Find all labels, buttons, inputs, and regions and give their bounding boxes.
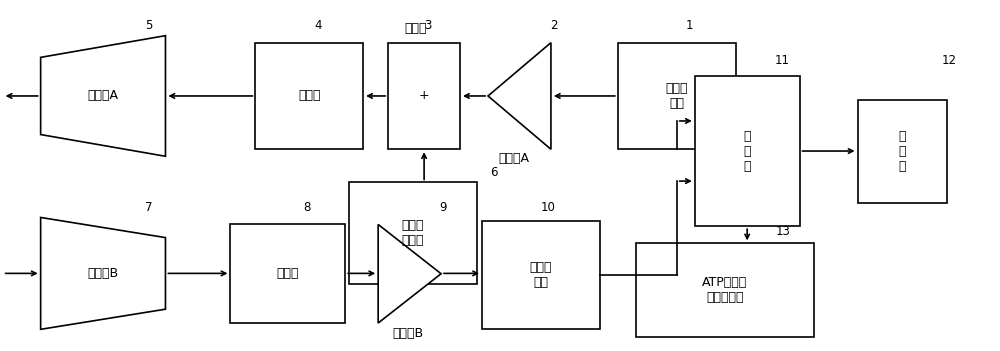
Text: 望远镜A: 望远镜A (88, 90, 119, 102)
Bar (255, 43, 363, 149)
Text: 11: 11 (775, 54, 790, 67)
Text: 激光器
驱动器: 激光器 驱动器 (402, 219, 424, 247)
Bar (695, 76, 800, 226)
Text: 5: 5 (145, 19, 152, 32)
Bar (636, 243, 814, 337)
Text: 10: 10 (540, 201, 555, 214)
Text: 8: 8 (304, 201, 311, 214)
Text: 1: 1 (686, 19, 693, 32)
Bar (482, 221, 600, 329)
Text: 啁啾调
制器: 啁啾调 制器 (666, 82, 688, 110)
Bar (858, 100, 947, 204)
Text: 放大器B: 放大器B (393, 327, 424, 340)
Text: 望远镜B: 望远镜B (87, 267, 119, 280)
Text: 2: 2 (550, 19, 558, 32)
Text: 加法器: 加法器 (405, 22, 427, 35)
Text: 6: 6 (490, 166, 498, 179)
Bar (618, 43, 736, 149)
Text: 模数转
换器: 模数转 换器 (530, 261, 552, 289)
Bar (388, 43, 460, 149)
Text: 4: 4 (315, 19, 322, 32)
Polygon shape (41, 218, 165, 329)
Text: ATP高速二
维跟踪转台: ATP高速二 维跟踪转台 (702, 276, 747, 304)
Text: 3: 3 (424, 19, 432, 32)
Text: 12: 12 (942, 54, 957, 67)
Text: 9: 9 (439, 201, 447, 214)
Text: 放大器A: 放大器A (498, 152, 529, 165)
Polygon shape (41, 36, 165, 156)
Bar (349, 183, 477, 284)
Text: 探测器: 探测器 (277, 267, 299, 280)
Text: 计
算
机: 计 算 机 (743, 130, 751, 173)
Text: +: + (419, 90, 429, 102)
Text: 13: 13 (776, 225, 791, 238)
Polygon shape (488, 43, 551, 149)
Text: 激光器: 激光器 (298, 90, 321, 102)
Text: 7: 7 (145, 201, 152, 214)
Text: 显
示
器: 显 示 器 (899, 131, 906, 173)
Polygon shape (378, 224, 441, 323)
Bar (230, 224, 345, 323)
